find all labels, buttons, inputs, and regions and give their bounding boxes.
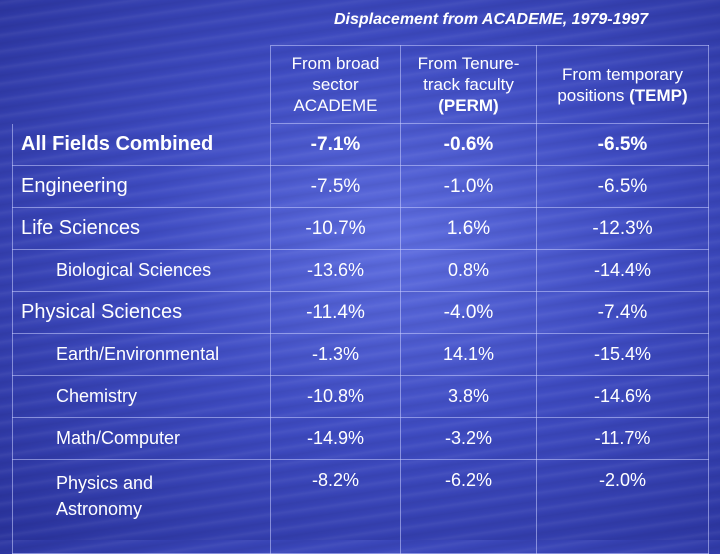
header-temp-line-2: positions (TEMP) <box>538 85 708 106</box>
value-academe: -1.3% <box>270 333 401 376</box>
row-label: Chemistry <box>12 375 271 418</box>
value-perm: -1.0% <box>400 165 537 208</box>
row-label: Biological Sciences <box>12 249 271 292</box>
row-label-line: Math/Computer <box>56 428 181 448</box>
header-temp: From temporary positions (TEMP) <box>536 45 709 124</box>
value-academe: -7.1% <box>270 123 401 166</box>
value-temp: -7.4% <box>536 291 709 334</box>
row-label: Earth/Environmental <box>12 333 271 376</box>
header-perm-line-1: From Tenure- <box>417 54 520 73</box>
value-temp: -11.7% <box>536 417 709 460</box>
table-row: All Fields Combined -7.1% -0.6% -6.5% <box>12 123 709 166</box>
header-academe-line-3: ACADEME <box>293 96 378 115</box>
table-row: Life Sciences -10.7% 1.6% -12.3% <box>12 207 709 250</box>
row-label: Engineering <box>12 165 271 208</box>
row-label: Life Sciences <box>12 207 271 250</box>
header-blank-cell <box>12 45 271 124</box>
value-temp: -15.4% <box>536 333 709 376</box>
value-temp: -6.5% <box>536 165 709 208</box>
header-perm-tag: (PERM) <box>438 96 499 115</box>
table-row: Biological Sciences -13.6% 0.8% -14.4% <box>12 249 709 292</box>
row-label: All Fields Combined <box>12 123 271 166</box>
value-temp: -14.4% <box>536 249 709 292</box>
slide-title: Displacement from ACADEME, 1979-1997 <box>334 11 649 28</box>
value-perm: -6.2% <box>400 459 537 554</box>
header-temp-tag: (TEMP) <box>629 85 688 105</box>
value-academe: -7.5% <box>270 165 401 208</box>
value-academe: -10.7% <box>270 207 401 250</box>
value-academe: -11.4% <box>270 291 401 334</box>
header-academe-line-2: sector <box>312 75 359 94</box>
table-row: Earth/Environmental -1.3% 14.1% -15.4% <box>12 333 709 376</box>
table-row: Chemistry -10.8% 3.8% -14.6% <box>12 375 709 418</box>
row-label-line: All Fields Combined <box>21 133 214 155</box>
value-academe: -13.6% <box>270 249 401 292</box>
table-row: Physics and Astronomy -8.2% -6.2% -2.0% <box>12 459 709 554</box>
header-temp-line-2-text: positions <box>557 85 630 105</box>
header-academe: From broad sector ACADEME <box>270 45 401 124</box>
value-academe: -10.8% <box>270 375 401 418</box>
value-temp: -14.6% <box>536 375 709 418</box>
header-perm: From Tenure- track faculty (PERM) <box>400 45 537 124</box>
value-temp: -6.5% <box>536 123 709 166</box>
header-row: From broad sector ACADEME From Tenure- t… <box>12 45 709 124</box>
value-temp: -12.3% <box>536 207 709 250</box>
row-label-line: Engineering <box>21 175 128 197</box>
table-row: Physical Sciences -11.4% -4.0% -7.4% <box>12 291 709 334</box>
row-label-line: Chemistry <box>56 386 138 406</box>
value-perm: -3.2% <box>400 417 537 460</box>
value-perm: -0.6% <box>400 123 537 166</box>
row-label: Physics and Astronomy <box>12 459 271 554</box>
table-row: Math/Computer -14.9% -3.2% -11.7% <box>12 417 709 460</box>
table-row: Engineering -7.5% -1.0% -6.5% <box>12 165 709 208</box>
header-academe-line-1: From broad <box>291 54 380 73</box>
row-label-line: Physical Sciences <box>21 301 183 323</box>
value-academe: -8.2% <box>270 459 401 554</box>
row-label-line: Biological Sciences <box>56 260 212 280</box>
value-perm: -4.0% <box>400 291 537 334</box>
value-perm: 0.8% <box>400 249 537 292</box>
header-perm-line-2: track faculty <box>423 75 514 94</box>
row-label-line: Physics and <box>56 473 154 493</box>
value-temp: -2.0% <box>536 459 709 554</box>
table-body: All Fields Combined -7.1% -0.6% -6.5% Engine… <box>12 123 709 554</box>
value-perm: 1.6% <box>400 207 537 250</box>
row-label-line: Life Sciences <box>21 217 140 239</box>
header-temp-line-1: From temporary <box>562 64 683 84</box>
row-label-line: Astronomy <box>56 499 143 519</box>
value-perm: 3.8% <box>400 375 537 418</box>
value-academe: -14.9% <box>270 417 401 460</box>
displacement-table: From broad sector ACADEME From Tenure- t… <box>12 45 709 554</box>
row-label: Physical Sciences <box>12 291 271 334</box>
row-label: Math/Computer <box>12 417 271 460</box>
row-label-line: Earth/Environmental <box>56 344 220 364</box>
value-perm: 14.1% <box>400 333 537 376</box>
